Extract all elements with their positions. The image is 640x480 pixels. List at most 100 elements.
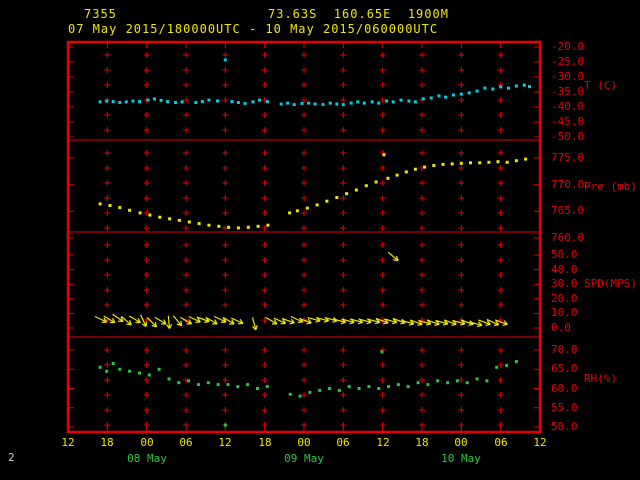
pressure-data-point bbox=[505, 160, 509, 164]
wind-arrow bbox=[94, 315, 108, 323]
temperature-data-point bbox=[377, 101, 381, 105]
relative_humidity-data-point bbox=[128, 369, 132, 373]
temperature-y-tick-label: -30.0 bbox=[551, 70, 585, 83]
pressure-data-point bbox=[98, 202, 102, 206]
temperature-data-point bbox=[356, 100, 360, 104]
relative_humidity-data-point bbox=[216, 383, 220, 387]
temperature-data-point bbox=[174, 101, 177, 104]
temperature-data-point bbox=[200, 100, 204, 104]
relative_humidity-data-point bbox=[367, 385, 371, 389]
relative_humidity-data-point bbox=[495, 365, 499, 369]
relative_humidity-data-point bbox=[455, 379, 459, 383]
temperature-data-point bbox=[444, 95, 448, 99]
pressure-data-point bbox=[335, 196, 339, 199]
pressure-data-point bbox=[364, 184, 368, 188]
temperature-data-point bbox=[131, 99, 135, 103]
wind_speed-y-tick-label: 10.0 bbox=[551, 306, 578, 319]
temperature-data-point bbox=[223, 58, 227, 62]
temperature-data-point bbox=[429, 96, 433, 100]
pressure-data-point bbox=[138, 211, 142, 215]
temperature-data-point bbox=[507, 86, 510, 90]
wind-arrow bbox=[251, 317, 258, 331]
temperature-data-point bbox=[491, 87, 495, 91]
temperature-data-point bbox=[105, 99, 109, 103]
pressure-data-point bbox=[354, 188, 358, 192]
wind-arrow bbox=[166, 315, 173, 329]
relative_humidity-data-point bbox=[111, 362, 115, 365]
x-hour-label: 00 bbox=[297, 436, 311, 449]
temperature-data-point bbox=[153, 97, 156, 101]
pressure-data-point bbox=[315, 203, 319, 207]
x-hour-label: 18 bbox=[258, 436, 272, 449]
pressure-data-point bbox=[441, 162, 445, 166]
temperature-data-point bbox=[475, 89, 479, 93]
pressure-data-point bbox=[197, 222, 201, 226]
x-hour-label: 12 bbox=[61, 436, 75, 449]
pressure-data-point bbox=[345, 192, 349, 196]
relative_humidity-data-point bbox=[308, 390, 312, 394]
pressure-data-point bbox=[295, 209, 299, 213]
time-range-label: 07 May 2015/180000UTC - 10 May 2015/0600… bbox=[68, 22, 439, 36]
station-id: 7355 bbox=[84, 7, 117, 21]
temperature-data-point bbox=[341, 103, 345, 107]
temperature-data-point bbox=[313, 102, 317, 106]
x-date-label: 10 May bbox=[441, 452, 481, 465]
temperature-data-point bbox=[307, 101, 311, 105]
wind-arrow bbox=[188, 315, 201, 323]
wind_speed-y-tick-label: 20.0 bbox=[551, 292, 578, 305]
relative_humidity-data-point bbox=[387, 385, 391, 389]
temperature-data-point bbox=[452, 93, 455, 97]
temperature-data-point bbox=[385, 99, 389, 103]
x-hour-label: 06 bbox=[179, 436, 193, 449]
pressure-data-point bbox=[128, 208, 132, 212]
temperature-data-point bbox=[292, 103, 296, 107]
panel-label-humidity: RH(%) bbox=[584, 372, 618, 385]
pressure-data-point bbox=[266, 223, 270, 227]
temperature-data-point bbox=[522, 83, 526, 87]
pressure-data-point bbox=[395, 173, 399, 177]
relative_humidity-data-point bbox=[256, 387, 259, 390]
temperature-data-point bbox=[279, 102, 283, 106]
temperature-data-point bbox=[514, 84, 518, 88]
temperature-data-point bbox=[437, 94, 441, 98]
wind-arrow bbox=[222, 316, 235, 325]
relative_humidity-data-point bbox=[98, 365, 102, 369]
wind_speed-y-tick-label: 30.0 bbox=[551, 277, 578, 290]
pressure-data-point bbox=[236, 226, 240, 230]
relative_humidity-y-tick-label: 50.0 bbox=[551, 420, 578, 433]
temperature-data-point bbox=[413, 100, 417, 104]
temperature-y-tick-label: -20.0 bbox=[551, 40, 585, 53]
pressure-data-point bbox=[432, 164, 436, 167]
relative_humidity-data-point bbox=[118, 367, 122, 371]
temperature-data-point bbox=[335, 102, 339, 106]
temperature-data-point bbox=[362, 101, 366, 105]
temperature-data-point bbox=[243, 101, 247, 105]
relative_humidity-data-point bbox=[426, 383, 430, 387]
pressure-data-point bbox=[386, 176, 390, 180]
pressure-data-point bbox=[478, 161, 482, 165]
pressure-data-point bbox=[217, 224, 221, 228]
pressure-data-point bbox=[256, 224, 260, 228]
pressure-data-point bbox=[305, 206, 309, 210]
pressure-data-point bbox=[514, 159, 518, 163]
pressure-data-point bbox=[423, 165, 427, 169]
pressure-y-tick-label: 770.0 bbox=[551, 178, 585, 191]
x-date-label: 08 May bbox=[127, 452, 167, 465]
relative_humidity-data-point bbox=[505, 363, 509, 367]
x-hour-label: 12 bbox=[533, 436, 547, 449]
temperature-data-point bbox=[257, 98, 261, 102]
pressure-data-point bbox=[187, 220, 191, 224]
relative_humidity-data-point bbox=[446, 381, 450, 385]
x-hour-label: 18 bbox=[415, 436, 429, 449]
x-hour-label: 00 bbox=[454, 436, 468, 449]
x-hour-label: 12 bbox=[218, 436, 232, 449]
relative_humidity-data-point bbox=[485, 379, 489, 383]
temperature-data-point bbox=[251, 100, 255, 104]
relative_humidity-data-point bbox=[288, 392, 292, 396]
pressure-data-point bbox=[374, 180, 378, 184]
temperature-data-point bbox=[370, 100, 374, 104]
wind-arrow bbox=[140, 314, 148, 328]
wind_speed-y-tick-label: 40.0 bbox=[551, 263, 578, 276]
pressure-y-tick-label: 775.0 bbox=[551, 151, 585, 164]
wind-arrow bbox=[121, 316, 132, 326]
